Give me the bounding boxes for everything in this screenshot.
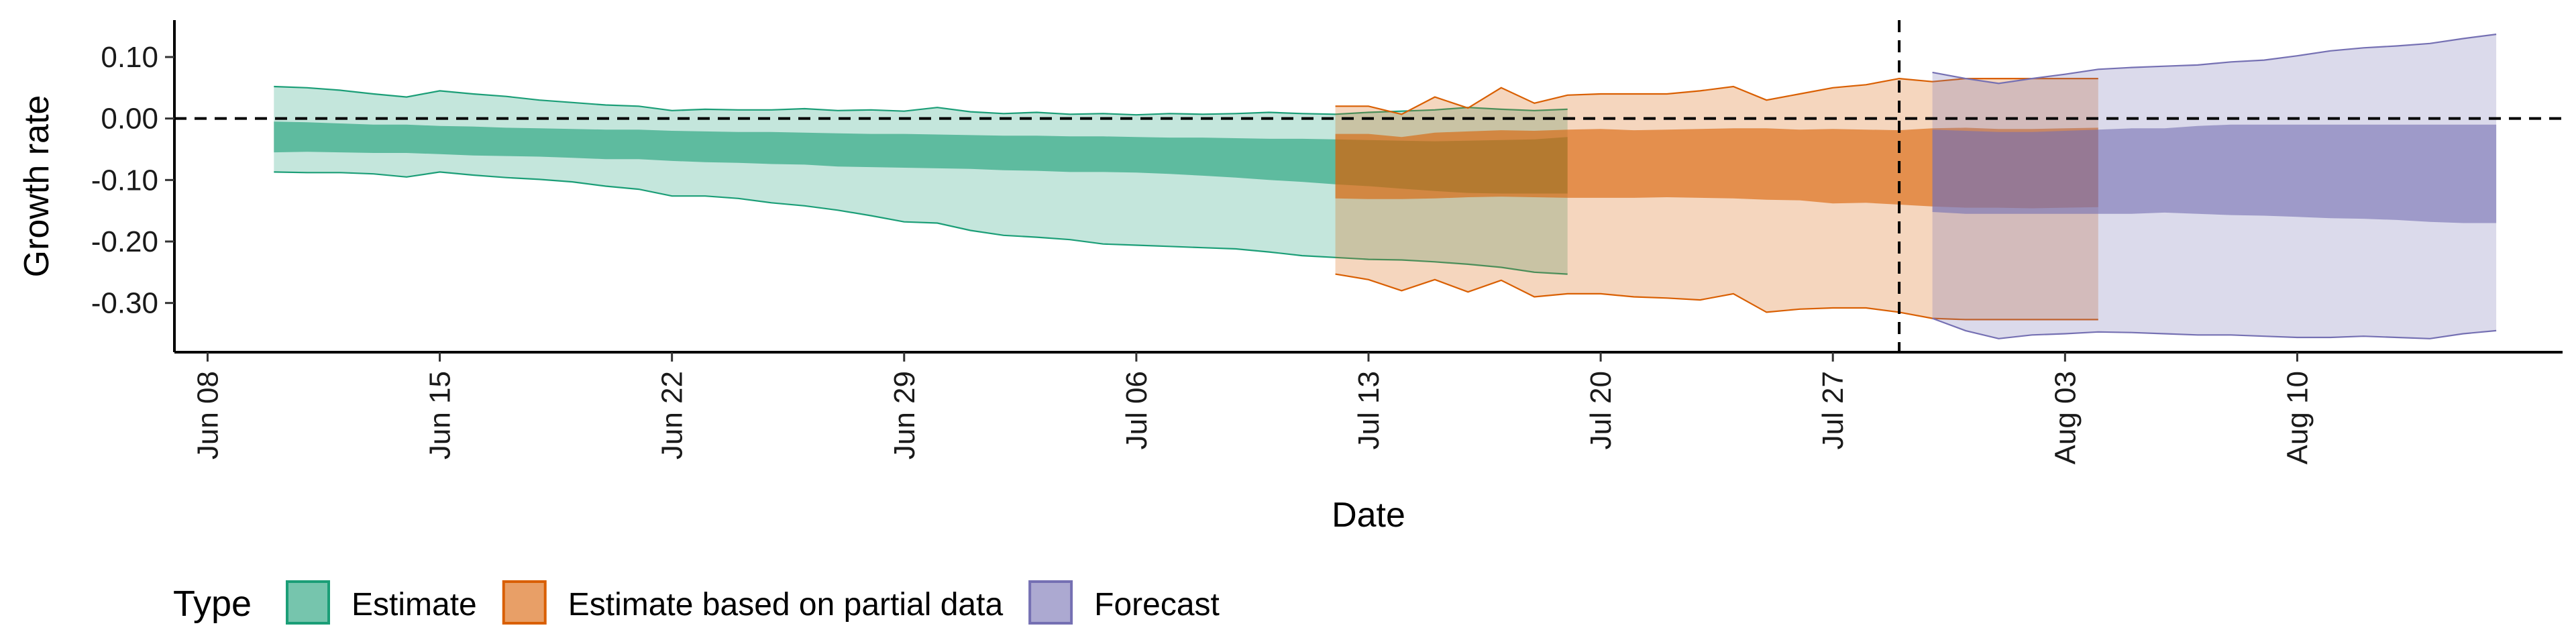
- x-tick-label: Jul 20: [1585, 371, 1617, 449]
- estimate-based-on-partial-data-outer-upper-line: [1335, 77, 2098, 115]
- y-tick-label: 0.10: [101, 41, 158, 74]
- x-tick-label: Jun 08: [191, 371, 224, 460]
- legend: Type Estimate Estimate based on partial da…: [173, 580, 1220, 625]
- x-tick-label: Jul 06: [1120, 371, 1153, 449]
- x-tick-label: Jul 27: [1817, 371, 1849, 449]
- forecast-inner-band: [1932, 124, 2497, 223]
- x-tick-label: Aug 10: [2281, 371, 2314, 464]
- estimate-outer-upper-line: [274, 85, 1568, 116]
- y-tick-label: -0.30: [91, 287, 158, 320]
- x-tick-label: Jun 29: [888, 371, 921, 460]
- x-tick-label: Aug 03: [2049, 371, 2082, 464]
- x-tick-label: Jun 15: [424, 371, 457, 460]
- estimate-outer-lower-line: [274, 171, 1568, 275]
- x-axis-label: Date: [1332, 496, 1405, 535]
- x-tick-label: Jun 22: [656, 371, 689, 460]
- y-tick-label: -0.20: [91, 225, 158, 258]
- legend-label-estimate-based-on-partial-data: Estimate based on partial data: [568, 587, 1004, 623]
- legend-swatch-estimate-based-on-partial-data: [502, 580, 547, 625]
- forecast-outer-upper-line: [1932, 34, 2497, 85]
- x-tick-label: Jul 13: [1352, 371, 1385, 449]
- estimate-inner-band: [274, 121, 1568, 194]
- forecast-outer-lower-line: [1932, 317, 2497, 339]
- y-tick-label: 0.00: [101, 103, 158, 136]
- y-tick-label: -0.10: [91, 164, 158, 197]
- estimate-based-on-partial-data-outer-lower-line: [1335, 273, 2098, 321]
- estimate-based-on-partial-data-inner-band: [1335, 127, 2098, 209]
- y-axis-label: Growth rate: [17, 95, 56, 278]
- legend-label-estimate: Estimate: [352, 587, 477, 623]
- legend-label-forecast: Forecast: [1094, 587, 1220, 623]
- legend-swatch-forecast: [1028, 580, 1073, 625]
- legend-swatch-estimate: [286, 580, 330, 625]
- legend-title: Type: [173, 584, 252, 624]
- band-layer: [274, 34, 2497, 339]
- tick-layer: 0.10 0.00 -0.10 -0.20 -0.30 Jun 08 Jun 15 Jun 2…: [91, 41, 2314, 464]
- reference-lines: [174, 20, 2563, 352]
